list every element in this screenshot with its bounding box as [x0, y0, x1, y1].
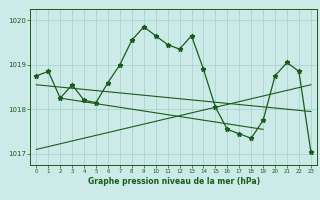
X-axis label: Graphe pression niveau de la mer (hPa): Graphe pression niveau de la mer (hPa)	[88, 177, 260, 186]
